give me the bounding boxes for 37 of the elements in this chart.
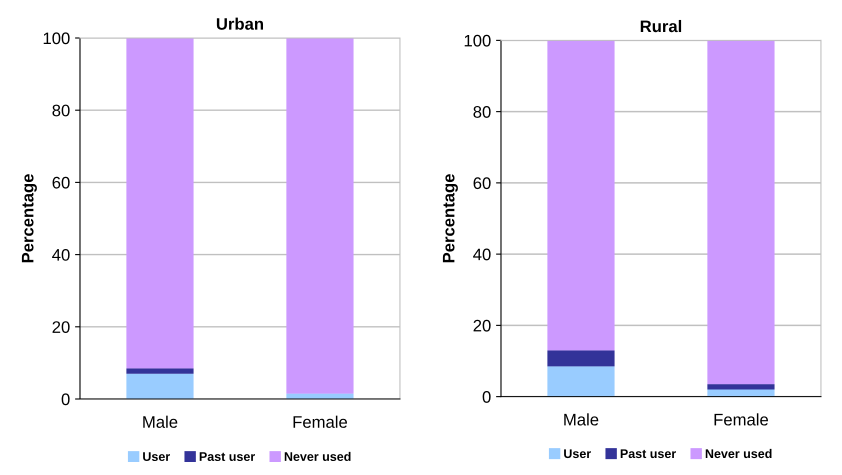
bar (547, 350, 615, 366)
y-tick-label: 60 (52, 176, 70, 189)
bar (286, 38, 354, 394)
y-tick-label: 80 (473, 106, 491, 118)
y-axis-title: Percentage (22, 174, 37, 262)
bar (547, 40, 615, 350)
bar (126, 368, 194, 374)
bar (126, 38, 194, 368)
chart-title: Urban (216, 18, 264, 30)
y-axis-title: Percentage (442, 174, 458, 262)
legend-label: Never used (706, 448, 772, 458)
y-tick-label: 0 (482, 391, 491, 403)
y-tick-label: 20 (474, 320, 491, 332)
x-tick-label: Female (714, 413, 768, 426)
y-tick-label: 40 (473, 248, 491, 260)
y-tick-label: 20 (52, 321, 70, 334)
legend-label: User (564, 449, 591, 458)
bar (707, 384, 775, 390)
bar (286, 394, 354, 399)
bar (707, 40, 775, 384)
legend-label: User (143, 452, 170, 462)
chart-title: Rural (640, 20, 682, 32)
y-tick-label: 0 (62, 393, 70, 406)
bar (707, 390, 775, 397)
y-tick-label: 40 (52, 249, 70, 261)
y-tick-label: 80 (52, 104, 70, 116)
legend-label: Never used (284, 452, 351, 462)
x-tick-label: Female (294, 416, 348, 428)
y-tick-label: 100 (44, 32, 70, 44)
y-tick-label: 60 (474, 177, 491, 190)
y-tick-label: 100 (464, 34, 491, 47)
bar (126, 374, 194, 399)
x-tick-label: Male (143, 416, 178, 428)
legend-label: Past user (200, 452, 255, 462)
x-tick-label: Male (564, 413, 598, 426)
bar (547, 366, 615, 397)
legend-label: Past user (620, 449, 676, 458)
